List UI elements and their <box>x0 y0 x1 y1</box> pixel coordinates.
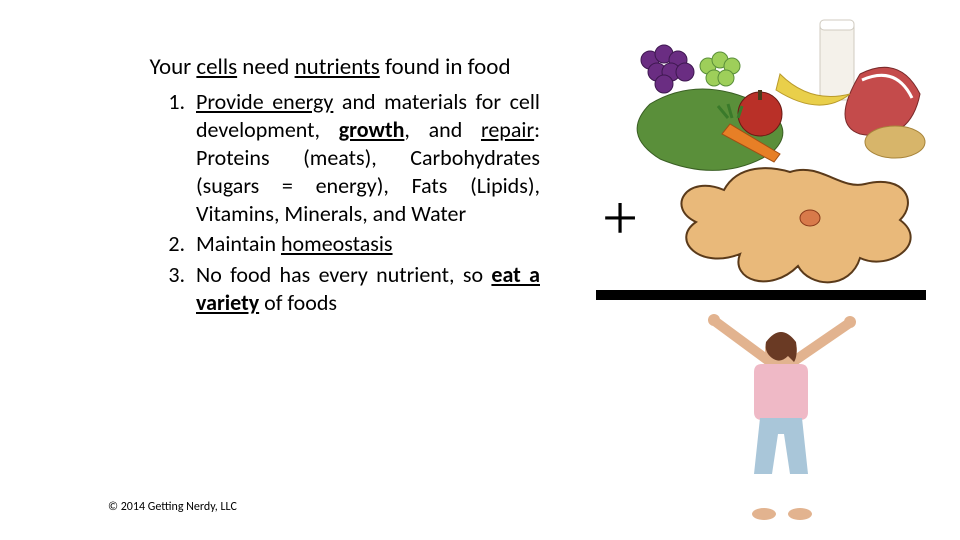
list-item: Maintain homeostasis <box>190 230 540 258</box>
heading-seg: found in food <box>380 53 511 81</box>
li1-underline-repair: repair <box>481 116 534 143</box>
heading-seg: Your <box>149 53 196 81</box>
li1-underline-growth: growth <box>339 116 405 143</box>
li1-seg: , and <box>404 116 481 143</box>
numbered-list: Provide energy and materials for cell de… <box>120 88 540 317</box>
person-illustration-icon <box>676 314 886 524</box>
list-item: Provide energy and materials for cell de… <box>190 88 540 229</box>
list-item: No food has every nutrient, so eat a var… <box>190 261 540 317</box>
li2-seg: Maintain <box>196 230 281 257</box>
image-column: + <box>590 14 930 524</box>
person-image <box>676 314 886 524</box>
heading-underline-nutrients: nutrients <box>295 53 380 81</box>
li2-underline-homeostasis: homeostasis <box>281 230 393 257</box>
food-illustration-icon <box>610 14 930 172</box>
cell-illustration-icon <box>660 162 920 292</box>
li1-underline-provide-energy: Provide energy <box>196 88 333 115</box>
copyright-text: © 2014 Getting Nerdy, LLC <box>108 500 237 514</box>
text-column: Your cells need nutrients found in food … <box>120 54 540 319</box>
li3-seg: No food has every nutrient, so <box>196 261 491 288</box>
li3-seg: of foods <box>259 289 337 316</box>
cell-image <box>660 162 920 292</box>
plus-symbol: + <box>602 186 638 250</box>
divider-line <box>596 290 926 300</box>
heading: Your cells need nutrients found in food <box>120 54 540 82</box>
slide: Your cells need nutrients found in food … <box>0 0 960 540</box>
food-image <box>610 14 930 172</box>
heading-seg: need <box>237 53 294 81</box>
heading-underline-cells: cells <box>196 53 237 81</box>
